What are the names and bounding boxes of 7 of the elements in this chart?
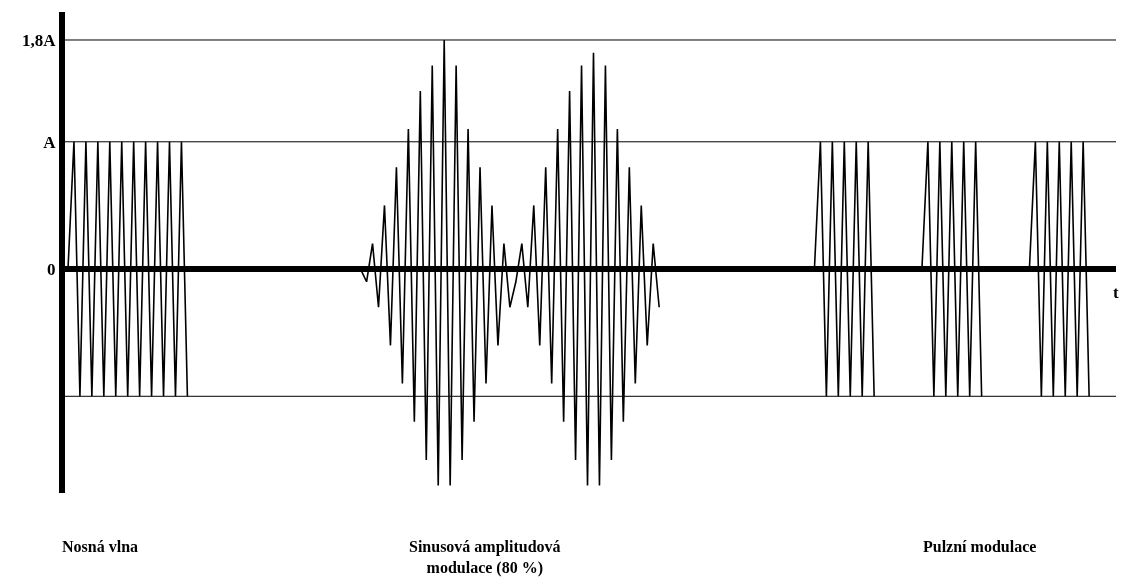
y-tick-label: A (43, 132, 57, 152)
y-tick-label: 0 (47, 259, 56, 279)
text: Nosná vlna (62, 538, 139, 555)
x-axis-title: t (1113, 283, 1119, 302)
y-tick-label: 1,8A (22, 30, 57, 50)
text: Pulzní modulace (923, 538, 1037, 555)
text: Sinusová amplitudová modulace (80 %) (409, 538, 561, 577)
